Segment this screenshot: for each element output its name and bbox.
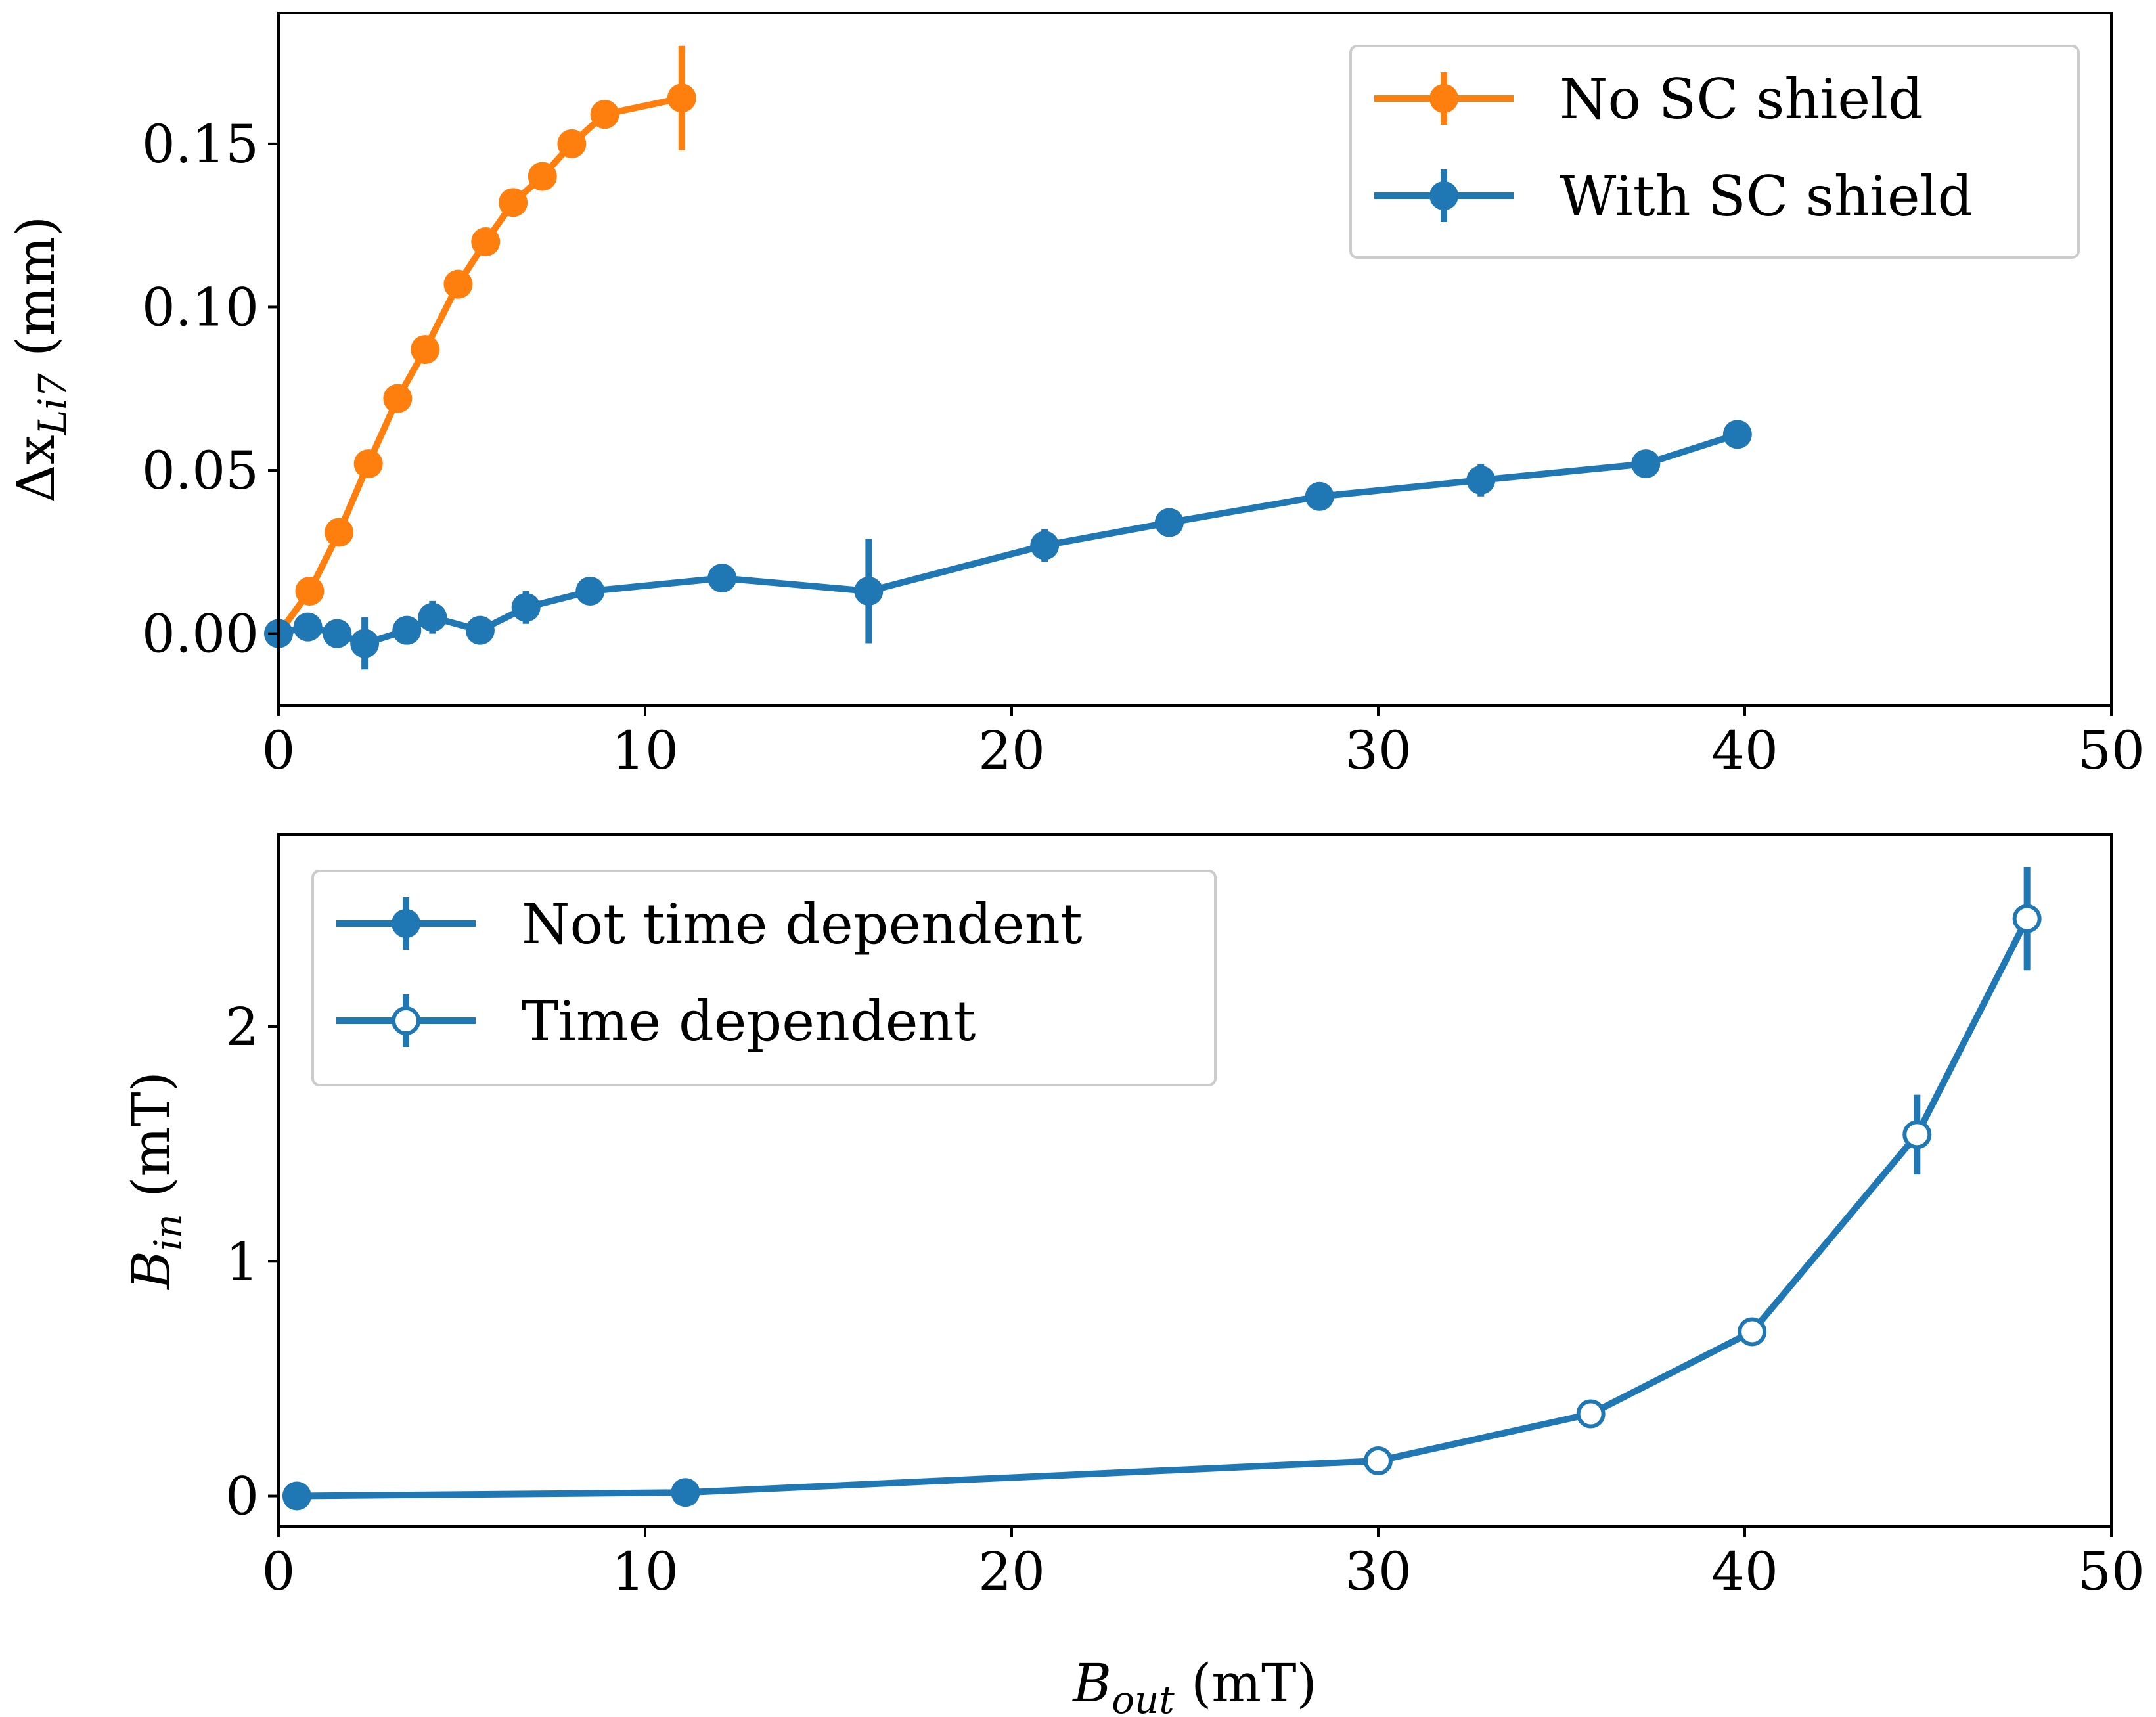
data-point [1466, 465, 1496, 495]
y-axis-label: ΔxLi7 (mm) [5, 216, 75, 502]
x-axis-label-main: B [1071, 1653, 1112, 1714]
y-axis-label-sub: in [146, 1214, 191, 1251]
y-tick-label: 0.00 [142, 604, 259, 665]
legend-label: Time dependent [522, 989, 976, 1054]
data-point [293, 612, 323, 642]
data-point [383, 384, 413, 413]
x-tick-label: 10 [612, 720, 679, 781]
legend: No SC shield With SC shield [1349, 45, 2080, 259]
y-tick-label: 0.05 [142, 440, 259, 501]
legend: Not time dependent Time dependent [311, 870, 1217, 1086]
y-tick-label: 0 [225, 1466, 259, 1527]
data-point [325, 518, 354, 547]
x-axis-label: Bout (mT) [1071, 1653, 1316, 1717]
x-tick-label: 30 [1345, 1541, 1412, 1602]
data-point [1154, 508, 1184, 537]
data-point [667, 83, 696, 113]
data-point [471, 227, 501, 257]
x-tick-label: 50 [2078, 720, 2145, 781]
legend-item: No SC shield [1374, 67, 1923, 131]
data-point [1364, 1446, 1393, 1475]
x-tick-label: 30 [1345, 720, 1412, 781]
legend-label: Not time dependent [522, 892, 1083, 956]
legend-label: With SC shield [1560, 164, 1973, 229]
data-point [350, 629, 380, 658]
data-point [1722, 420, 1752, 449]
x-tick-label: 40 [1711, 1541, 1778, 1602]
legend-label: No SC shield [1560, 67, 1923, 131]
data-point [1738, 1317, 1767, 1347]
data-point [707, 564, 737, 593]
legend-item: With SC shield [1374, 164, 1973, 229]
legend-frame [311, 870, 1217, 1086]
data-point [1030, 531, 1060, 560]
x-axis-label-unit: (mT) [1175, 1653, 1317, 1714]
data-point [528, 162, 557, 191]
data-point [671, 1478, 700, 1507]
legend-marker [1429, 181, 1458, 210]
y-axis-label-unit: (mT) [121, 1071, 182, 1214]
x-tick-label: 10 [612, 1541, 679, 1602]
data-point [411, 335, 440, 365]
data-point [1631, 449, 1661, 479]
y-tick-label: 2 [225, 996, 259, 1058]
x-axis-label-sub: out [1112, 1678, 1175, 1717]
data-point [282, 1481, 311, 1511]
data-point [295, 576, 325, 606]
data-point [323, 619, 352, 648]
legend-marker [392, 1006, 420, 1035]
y-tick-label: 0.15 [142, 114, 259, 175]
y-tick-label: 0.10 [142, 277, 259, 338]
y-axis-label-sub: Li7 [30, 373, 75, 435]
data-point [418, 602, 447, 632]
legend-item: Time dependent [336, 989, 976, 1054]
x-tick-label: 50 [2078, 1541, 2145, 1602]
data-point [575, 576, 605, 606]
y-axis-label-main: B [121, 1251, 182, 1291]
data-point [353, 449, 383, 479]
data-point [392, 615, 422, 645]
data-point [511, 592, 541, 622]
legend-marker [1429, 84, 1458, 113]
y-tick-label: 1 [225, 1231, 259, 1292]
axes-frame [277, 12, 2113, 707]
x-tick-label: 20 [978, 720, 1045, 781]
legend-marker [392, 909, 420, 938]
data-point [465, 615, 495, 645]
legend-item: Not time dependent [336, 892, 1083, 956]
legend-frame [1349, 45, 2080, 259]
series-line-0 [275, 95, 683, 636]
data-point [443, 269, 473, 299]
data-point [1902, 1120, 1932, 1149]
data-point [557, 129, 587, 158]
data-point [1305, 481, 1334, 511]
axes-frame [277, 833, 2113, 1528]
data-point [2012, 904, 2042, 933]
x-tick-label: 0 [262, 720, 296, 781]
data-point [1576, 1399, 1606, 1429]
x-tick-label: 20 [978, 1541, 1045, 1602]
data-point [499, 188, 528, 217]
data-point [590, 100, 619, 129]
y-axis-label-unit: (mm) [5, 216, 66, 374]
x-tick-label: 40 [1711, 720, 1778, 781]
y-axis-label-main: Δx [5, 435, 66, 502]
top-panel: 0 10 20 30 40 50 0.00 0.05 0.10 0.15 ΔxLi7 (mm) No … [5, 12, 2145, 781]
x-tick-label: 0 [262, 1541, 296, 1602]
series-line-1 [277, 431, 1739, 647]
y-axis-label: Bin (mT) [121, 1071, 191, 1291]
data-point [854, 576, 884, 606]
